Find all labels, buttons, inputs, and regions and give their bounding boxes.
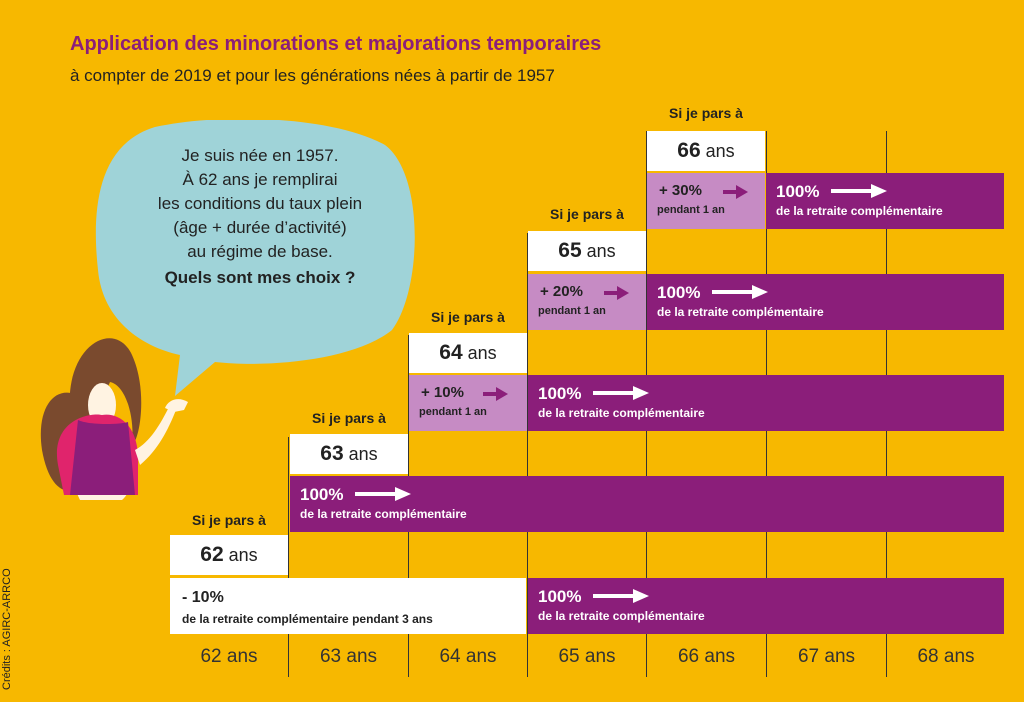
arrow-right-icon — [593, 386, 649, 400]
speech-text: Je suis née en 1957. À 62 ans je remplir… — [100, 144, 420, 290]
minus-pct: - 10% — [182, 589, 224, 606]
step-label-66: Si je pars à — [669, 105, 743, 121]
age-box-65: 65 ans — [528, 231, 646, 271]
age-number: 64 — [439, 341, 463, 364]
full-bar-63: 100% de la retraite complémentaire — [290, 476, 1004, 532]
age-box-63: 63 ans — [290, 434, 408, 474]
age-box-64: 64 ans — [409, 333, 527, 373]
page-title: Application des minorations et majoratio… — [70, 33, 602, 55]
axis-label: 66 ans — [677, 646, 736, 667]
speech-illustration — [40, 120, 415, 500]
full-bar-65: 100% de la retraite complémentaire — [647, 274, 1004, 330]
arrow-right-icon — [712, 285, 768, 299]
plus-sub: pendant 1 an — [538, 305, 606, 317]
speech-line: au régime de base. — [187, 242, 333, 261]
axis-label: 63 ans — [319, 646, 378, 667]
plus-20-block: + 20% pendant 1 an — [528, 274, 646, 330]
full-sub: de la retraite complémentaire — [300, 507, 467, 521]
age-unit: ans — [343, 444, 378, 464]
full-pct: 100% — [538, 587, 582, 606]
full-sub: de la retraite complémentaire — [538, 406, 705, 420]
speech-line: (âge + durée d’activité) — [173, 218, 347, 237]
full-bar-62: 100% de la retraite complémentaire — [528, 578, 1004, 634]
age-box-66: 66 ans — [647, 131, 765, 171]
speech-line: Je suis née en 1957. — [181, 146, 339, 165]
age-number: 63 — [320, 442, 344, 465]
step-label-64: Si je pars à — [431, 309, 505, 325]
step-label-65: Si je pars à — [550, 206, 624, 222]
axis-label: 68 ans — [917, 646, 975, 667]
full-pct: 100% — [657, 283, 701, 302]
age-unit: ans — [223, 545, 258, 565]
arrow-right-icon — [483, 387, 508, 401]
age-unit: ans — [462, 343, 497, 363]
speech-question: Quels sont mes choix ? — [164, 268, 356, 287]
age-number: 62 — [200, 543, 224, 566]
full-bar-64: 100% de la retraite complémentaire — [528, 375, 1004, 431]
axis-label: 62 ans — [200, 646, 258, 667]
age-number: 66 — [677, 139, 701, 162]
page-subtitle: à compter de 2019 et pour les génération… — [70, 66, 555, 85]
plus-pct: + 30% — [659, 182, 702, 199]
age-unit: ans — [581, 241, 616, 261]
speech-line: les conditions du taux plein — [157, 194, 363, 213]
age-box-62: 62 ans — [170, 535, 288, 575]
speech-line: À 62 ans je remplirai — [182, 170, 338, 189]
plus-10-block: + 10% pendant 1 an — [409, 375, 527, 431]
step-label-62: Si je pars à — [192, 512, 266, 528]
plus-sub: pendant 1 an — [657, 204, 725, 216]
minus-sub: de la retraite complémentaire pendant 3 … — [182, 612, 433, 626]
plus-pct: + 20% — [540, 283, 583, 300]
age-number: 65 — [558, 239, 582, 262]
arrow-right-icon — [593, 589, 649, 603]
column-divider — [288, 437, 289, 677]
arrow-right-icon — [604, 286, 629, 300]
full-sub: de la retraite complémentaire — [657, 305, 824, 319]
full-bar-66: 100% de la retraite complémentaire — [766, 173, 1004, 229]
full-pct: 100% — [300, 485, 344, 504]
full-pct: 100% — [776, 182, 820, 201]
step-label-63: Si je pars à — [312, 410, 386, 426]
axis-label: 64 ans — [439, 646, 497, 667]
plus-sub: pendant 1 an — [419, 406, 487, 418]
plus-30-block: + 30% pendant 1 an — [647, 173, 765, 229]
plus-pct: + 10% — [421, 384, 464, 401]
column-divider — [527, 233, 528, 677]
arrow-right-icon — [723, 185, 748, 199]
age-unit: ans — [700, 141, 735, 161]
axis-label: 67 ans — [797, 646, 856, 667]
speech-bubble — [95, 120, 415, 396]
credits: Crédits : AGIRC-ARRCO — [1, 568, 13, 690]
arrow-right-icon — [355, 487, 411, 501]
axis-label: 65 ans — [558, 646, 616, 667]
arrow-right-icon — [831, 184, 887, 198]
full-sub: de la retraite complémentaire — [538, 609, 705, 623]
woman-illustration — [40, 338, 188, 500]
full-sub: de la retraite complémentaire — [776, 204, 943, 218]
full-pct: 100% — [538, 384, 582, 403]
minus-10-block: - 10% de la retraite complémentaire pend… — [170, 578, 526, 634]
